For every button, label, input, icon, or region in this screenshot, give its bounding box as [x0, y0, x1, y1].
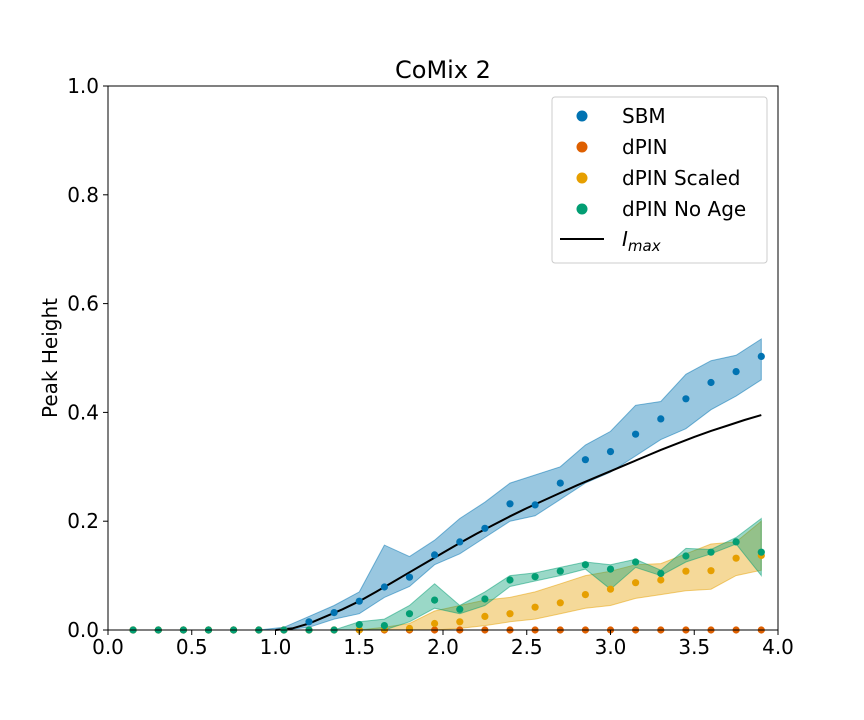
- x-tick-label: 0.5: [176, 635, 208, 659]
- sbm-point: [431, 551, 439, 559]
- dpin-no-age-point: [757, 548, 765, 556]
- dpin-no-age-point: [657, 569, 665, 578]
- dpin-no-age-point: [531, 573, 539, 581]
- legend-marker-sbm: [576, 110, 588, 122]
- dpin-scaled-point: [606, 585, 615, 593]
- legend-marker-dpin-no-age: [576, 203, 588, 215]
- sbm-point: [606, 448, 615, 456]
- sbm-point: [330, 609, 338, 617]
- x-tick-label: 4.0: [762, 635, 794, 659]
- dpin-scaled-point: [531, 603, 539, 611]
- dpin-scaled-point: [632, 579, 640, 587]
- dpin-no-age-point: [732, 538, 740, 546]
- dpin-no-age-point: [682, 552, 690, 560]
- legend: SBM dPIN dPIN Scaled dPIN No Age Imax: [551, 96, 768, 264]
- legend-marker-dpin: [576, 141, 588, 153]
- sbm-point: [305, 618, 313, 626]
- x-tick-label: 2.0: [427, 635, 459, 659]
- y-tick-label: 0.4: [67, 400, 99, 424]
- dpin-scaled-point: [657, 576, 665, 584]
- dpin-no-age-point: [581, 561, 590, 569]
- dpin-no-age-point: [632, 558, 640, 566]
- dpin-no-age-point: [481, 595, 489, 603]
- chart-title: CoMix 2: [395, 56, 491, 84]
- x-tick-label: 3.0: [595, 635, 627, 659]
- sbm-point: [556, 479, 564, 487]
- dpin-no-age-point: [380, 622, 388, 630]
- sbm-point: [355, 597, 363, 605]
- sbm-point: [380, 583, 388, 591]
- sbm-point: [506, 500, 514, 508]
- sbm-point: [757, 352, 765, 360]
- x-tick-label: 1.5: [343, 635, 375, 659]
- sbm-point: [531, 501, 539, 509]
- y-tick-label: 0.0: [67, 618, 99, 642]
- dpin-no-age-point: [355, 621, 363, 629]
- dpin-scaled-point: [481, 612, 489, 621]
- dpin-scaled-point: [682, 567, 690, 575]
- legend-label-sbm: SBM: [622, 104, 666, 128]
- y-tick-label: 1.0: [67, 74, 99, 98]
- sbm-point: [657, 415, 665, 423]
- dpin-no-age-point: [431, 596, 439, 604]
- y-axis-ticks: 0.0 0.2 0.4 0.6 0.8 1.0: [67, 74, 108, 642]
- legend-label-imax: Imax: [622, 227, 661, 255]
- dpin-no-age-point: [456, 605, 464, 613]
- legend-label-dpin-no-age: dPIN No Age: [622, 197, 746, 221]
- dpin-no-age-point: [556, 567, 564, 575]
- x-tick-label: 3.5: [678, 635, 710, 659]
- sbm-point: [682, 395, 690, 403]
- dpin-scaled-point: [405, 624, 414, 633]
- legend-label-dpin: dPIN: [622, 135, 668, 159]
- sbm-point: [632, 430, 640, 438]
- sbm-point: [581, 456, 590, 464]
- dpin-scaled-point: [732, 554, 740, 562]
- dpin-scaled-point: [431, 619, 439, 628]
- dpin-no-age-point: [405, 610, 414, 618]
- dpin-scaled-point: [581, 591, 590, 599]
- dpin-scaled-point: [456, 618, 464, 626]
- x-tick-label: 0.0: [92, 635, 124, 659]
- sbm-point: [732, 368, 740, 376]
- sbm-point: [481, 524, 489, 532]
- sbm-point: [456, 538, 464, 546]
- y-axis-label: Peak Height: [38, 298, 62, 418]
- dpin-no-age-point: [606, 565, 615, 573]
- dpin-scaled-point: [707, 567, 715, 575]
- x-tick-label: 1.0: [260, 635, 292, 659]
- x-tick-label: 2.5: [511, 635, 543, 659]
- confidence-bands: [133, 338, 762, 631]
- dpin-no-age-point: [707, 548, 715, 556]
- sbm-point: [405, 573, 414, 581]
- x-axis-ticks: 0.0 0.5 1.0 1.5 2.0 2.5 3.0 3.5 4.0: [92, 630, 794, 659]
- sbm-point: [707, 378, 715, 387]
- y-tick-label: 0.8: [67, 183, 99, 207]
- dpin-scaled-point: [506, 610, 514, 618]
- dpin-no-age-point: [506, 576, 514, 584]
- legend-box: [551, 96, 768, 264]
- dpin-scaled-point: [556, 599, 564, 607]
- legend-marker-dpin-scaled: [576, 172, 588, 184]
- y-tick-label: 0.6: [67, 292, 99, 316]
- legend-label-dpin-scaled: dPIN Scaled: [622, 166, 740, 190]
- y-tick-label: 0.2: [67, 509, 99, 533]
